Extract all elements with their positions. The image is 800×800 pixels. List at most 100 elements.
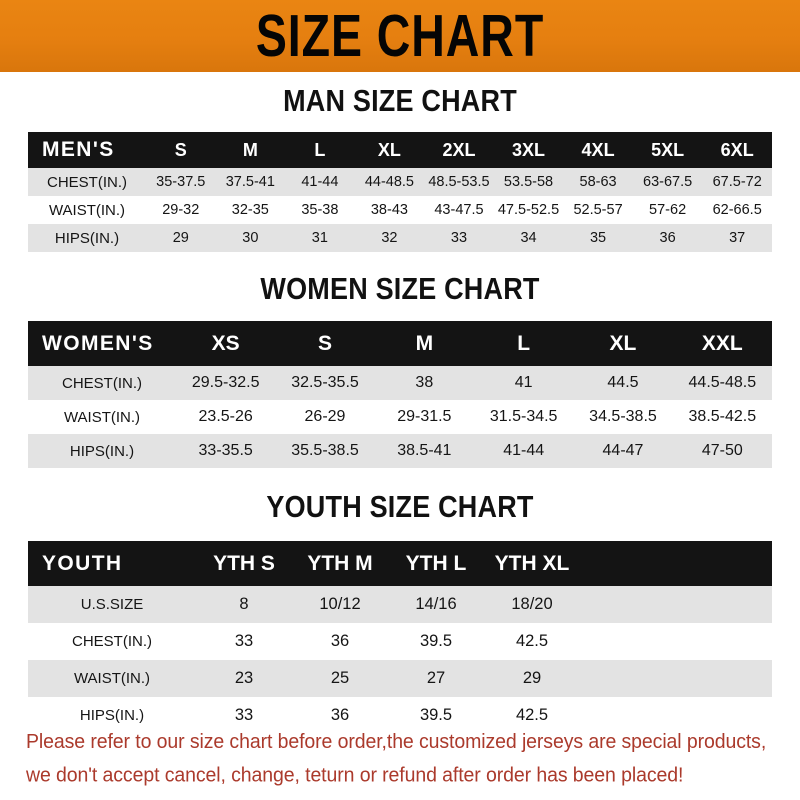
men-col-header: 2XL [424, 132, 494, 168]
disclaimer: Please refer to our size chart before or… [0, 725, 800, 792]
women-cell: 38.5-42.5 [672, 400, 772, 434]
women-cell: 41 [473, 366, 574, 400]
section-women: WOMEN SIZE CHART WOMEN'S XS S M L XL XXL [0, 252, 800, 468]
men-cell: 35-38 [285, 196, 355, 224]
men-col-header: 3XL [493, 132, 564, 168]
men-cell: 36 [632, 224, 703, 252]
youth-row-label: HIPS(IN.) [28, 697, 196, 734]
women-cell: 47-50 [672, 434, 772, 468]
section-title-women: WOMEN SIZE CHART [260, 272, 540, 306]
youth-col-header [580, 541, 676, 586]
men-col-header: 6XL [702, 132, 772, 168]
youth-cell-empty [676, 586, 772, 623]
men-cell: 38-43 [354, 196, 425, 224]
table-row: HIPS(IN.) 29 30 31 32 33 34 35 36 37 [28, 224, 772, 252]
women-rowhead-label: WOMEN'S [28, 321, 176, 366]
table-header-row: MEN'S S M L XL 2XL 3XL 4XL 5XL 6XL [28, 132, 772, 168]
youth-cell-empty [580, 586, 676, 623]
men-cell: 41-44 [285, 168, 355, 196]
men-col-header: 4XL [563, 132, 633, 168]
men-cell: 53.5-58 [493, 168, 564, 196]
table-row: WAIST(IN.) 23 25 27 29 [28, 660, 772, 697]
women-table-wrap: WOMEN'S XS S M L XL XXL CHEST(IN.) 29.5-… [28, 321, 772, 468]
women-col-header: L [473, 321, 574, 366]
page-banner: SIZE CHART [0, 0, 800, 72]
men-row-label: HIPS(IN.) [28, 224, 146, 252]
women-cell: 44.5 [573, 366, 673, 400]
men-col-header: L [285, 132, 355, 168]
men-cell: 52.5-57 [563, 196, 633, 224]
men-cell: 35-37.5 [146, 168, 216, 196]
men-cell: 35 [563, 224, 633, 252]
men-col-header: M [215, 132, 286, 168]
youth-cell: 14/16 [388, 586, 484, 623]
men-col-header: 5XL [632, 132, 703, 168]
table-row: HIPS(IN.) 33-35.5 35.5-38.5 38.5-41 41-4… [28, 434, 772, 468]
youth-rowhead-label: YOUTH [28, 541, 196, 586]
youth-size-table: YOUTH YTH S YTH M YTH L YTH XL U.S.SIZE … [28, 541, 772, 734]
youth-cell-empty [580, 660, 676, 697]
youth-cell: 39.5 [388, 697, 484, 734]
table-row: WAIST(IN.) 29-32 32-35 35-38 38-43 43-47… [28, 196, 772, 224]
disclaimer-line-2: we don't accept cancel, change, teturn o… [26, 763, 684, 787]
youth-cell: 36 [292, 697, 388, 734]
youth-col-header: YTH M [292, 541, 388, 586]
men-table-wrap: MEN'S S M L XL 2XL 3XL 4XL 5XL 6XL CHEST [28, 132, 772, 252]
youth-col-header: YTH XL [484, 541, 580, 586]
women-cell: 31.5-34.5 [473, 400, 574, 434]
youth-cell: 33 [196, 697, 292, 734]
women-col-header: XXL [672, 321, 772, 366]
youth-cell: 23 [196, 660, 292, 697]
men-cell: 44-48.5 [354, 168, 425, 196]
women-size-table: WOMEN'S XS S M L XL XXL CHEST(IN.) 29.5-… [28, 321, 772, 468]
women-cell: 38 [374, 366, 474, 400]
men-cell: 47.5-52.5 [493, 196, 564, 224]
men-cell: 32-35 [215, 196, 286, 224]
women-col-header: XL [573, 321, 673, 366]
men-cell: 29 [146, 224, 216, 252]
table-row: HIPS(IN.) 33 36 39.5 42.5 [28, 697, 772, 734]
women-col-header: S [275, 321, 375, 366]
women-cell: 26-29 [275, 400, 375, 434]
men-cell: 37 [702, 224, 772, 252]
men-rowhead-label: MEN'S [28, 132, 146, 168]
men-cell: 43-47.5 [424, 196, 494, 224]
youth-row-label: CHEST(IN.) [28, 623, 196, 660]
youth-table-wrap: YOUTH YTH S YTH M YTH L YTH XL U.S.SIZE … [28, 541, 772, 734]
women-row-label: WAIST(IN.) [28, 400, 176, 434]
men-cell: 29-32 [146, 196, 216, 224]
women-cell: 29-31.5 [374, 400, 474, 434]
men-row-label: WAIST(IN.) [28, 196, 146, 224]
youth-cell: 42.5 [484, 623, 580, 660]
table-row: CHEST(IN.) 33 36 39.5 42.5 [28, 623, 772, 660]
men-cell: 57-62 [632, 196, 703, 224]
women-cell: 32.5-35.5 [275, 366, 375, 400]
youth-cell-empty [676, 623, 772, 660]
women-row-label: HIPS(IN.) [28, 434, 176, 468]
women-cell: 38.5-41 [374, 434, 474, 468]
women-cell: 34.5-38.5 [573, 400, 673, 434]
women-cell: 44-47 [573, 434, 673, 468]
youth-cell-empty [676, 697, 772, 734]
men-size-table: MEN'S S M L XL 2XL 3XL 4XL 5XL 6XL CHEST [28, 132, 772, 252]
page-title: SIZE CHART [255, 2, 545, 70]
table-row: CHEST(IN.) 29.5-32.5 32.5-35.5 38 41 44.… [28, 366, 772, 400]
men-col-header: S [146, 132, 216, 168]
men-cell: 34 [493, 224, 564, 252]
men-cell: 30 [215, 224, 286, 252]
youth-cell: 25 [292, 660, 388, 697]
youth-cell: 8 [196, 586, 292, 623]
youth-cell: 33 [196, 623, 292, 660]
youth-cell: 42.5 [484, 697, 580, 734]
youth-row-label: WAIST(IN.) [28, 660, 196, 697]
women-cell: 33-35.5 [176, 434, 276, 468]
women-cell: 23.5-26 [176, 400, 276, 434]
women-col-header: XS [176, 321, 276, 366]
section-title-men: MAN SIZE CHART [283, 84, 517, 118]
youth-cell: 39.5 [388, 623, 484, 660]
section-youth: YOUTH SIZE CHART YOUTH YTH S YTH M YTH L… [0, 468, 800, 734]
men-cell: 37.5-41 [215, 168, 286, 196]
youth-cell-empty [580, 697, 676, 734]
youth-cell: 36 [292, 623, 388, 660]
